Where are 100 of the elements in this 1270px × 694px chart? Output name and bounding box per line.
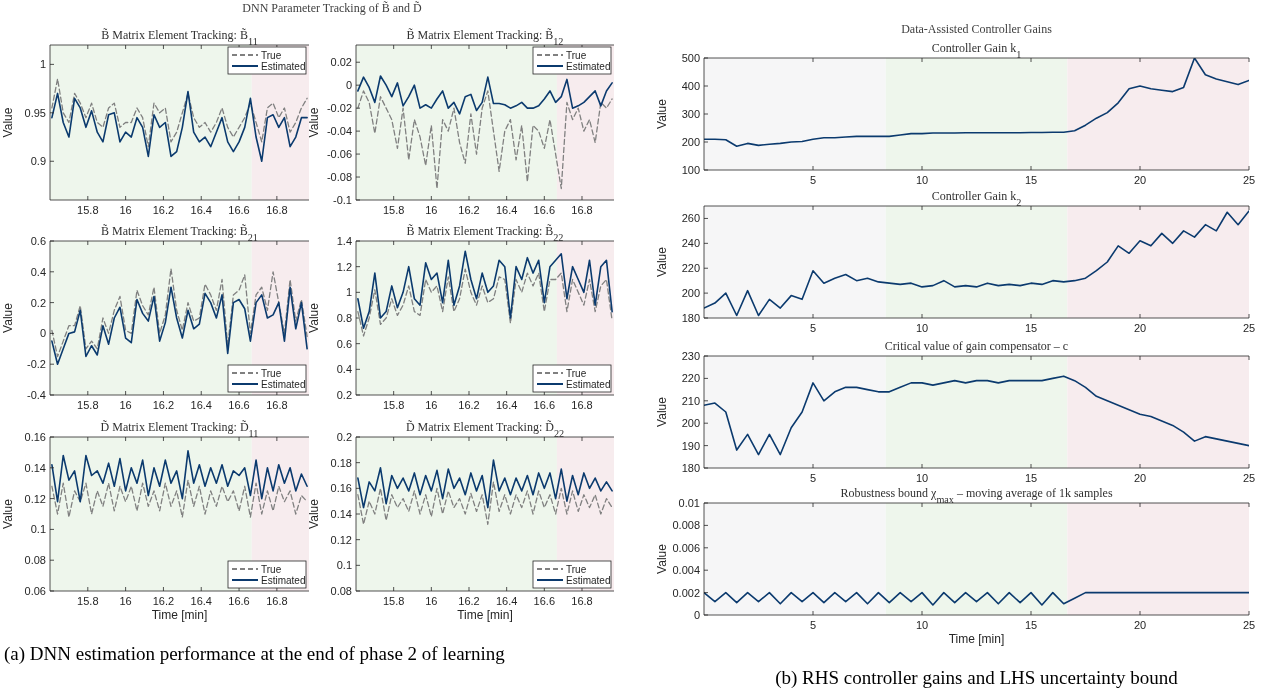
y-tick-label: 220	[681, 262, 700, 275]
x-axis-title: Time [min]	[151, 608, 208, 622]
y-tick-label: 230	[681, 350, 700, 362]
y-tick-label: 0.6	[30, 235, 46, 247]
x-tick-label: 10	[915, 619, 929, 631]
y-tick-label: 1.4	[336, 235, 352, 247]
y-tick-label: 0.1	[30, 523, 46, 536]
y-tick-label: 0.12	[24, 492, 46, 505]
chart-title: B̃ Matrix Element Tracking: B̃$_{12}$	[406, 27, 564, 47]
legend-label: Estimated	[261, 378, 306, 390]
x-tick-label: 16.6	[533, 399, 556, 411]
x-tick-label: 16.4	[190, 204, 212, 216]
x-tick-label: 15.8	[382, 595, 405, 607]
y-axis-title: Value	[307, 498, 321, 529]
y-axis-title: Value	[1, 107, 15, 138]
x-tick-label: 16.6	[533, 595, 556, 607]
x-tick-label: 16.4	[190, 399, 212, 411]
legend-label: Estimated	[261, 574, 306, 586]
y-tick-label: 0.18	[330, 456, 352, 469]
y-tick-label: 1.2	[336, 260, 352, 273]
y-tick-label: 1	[39, 58, 46, 71]
x-tick-label: 16.2	[152, 204, 175, 216]
text: Data-Assisted Controller Gains	[901, 22, 1053, 36]
y-tick-label: 500	[681, 52, 700, 64]
line-series	[357, 75, 613, 115]
text: (a) DNN estimation performance at the end of phase 2 of learning	[4, 643, 506, 665]
chart-title: B̃ Matrix Element Tracking: B̃$_{21}$	[101, 223, 258, 243]
x-tick-label: 10	[915, 322, 929, 334]
x-tick-label: 16.2	[458, 595, 480, 607]
x-tick-label: 25	[1242, 322, 1256, 334]
legend-label: True	[261, 367, 282, 379]
y-tick-label: 0.1	[336, 559, 352, 572]
y-tick-label: -0.04	[326, 125, 352, 138]
y-tick-label: 0	[345, 79, 352, 92]
text: (b) RHS controller gains and LHS uncertainty bound	[775, 667, 1179, 689]
y-tick-label: 220	[681, 372, 700, 385]
line-series	[704, 591, 1249, 606]
y-tick-label: 0.9	[30, 155, 46, 168]
y-tick-label: 0.008	[672, 519, 700, 532]
y-tick-label: 0.95	[24, 106, 46, 119]
x-tick-label: 16.2	[458, 204, 480, 216]
y-tick-label: 0.4	[30, 265, 46, 278]
legend-label: True	[566, 367, 587, 379]
legend-label: True	[261, 563, 282, 575]
y-tick-label: 0.002	[672, 586, 700, 599]
y-tick-label: 300	[681, 108, 700, 120]
y-tick-label: 0.08	[24, 554, 46, 567]
x-tick-label: 15.8	[77, 595, 99, 607]
x-tick-label: 16.4	[495, 595, 518, 607]
x-tick-label: 10	[915, 472, 929, 484]
line-series	[51, 78, 308, 148]
y-tick-label: -0.1	[333, 194, 352, 206]
y-tick-label: 0.01	[678, 497, 700, 509]
x-axis-title: Time [min]	[457, 608, 513, 622]
y-tick-label: -0.06	[326, 148, 352, 161]
y-tick-label: 0.6	[336, 337, 352, 350]
y-tick-label: 180	[681, 462, 700, 474]
x-tick-label: 16.8	[571, 204, 593, 216]
line-series	[357, 268, 613, 337]
y-tick-label: 0.8	[336, 312, 352, 324]
line-series	[357, 481, 613, 525]
legend-label: Estimated	[566, 378, 611, 390]
legend-label: True	[261, 49, 282, 61]
x-axis-title: Time [min]	[948, 632, 1005, 646]
x-tick-label: 5	[809, 174, 817, 186]
x-tick-label: 10	[915, 174, 929, 186]
chart-title: Controller Gain k$_{2}$	[931, 189, 1022, 208]
text: DNN Parameter Tracking of B̃ and D̃	[242, 0, 422, 15]
x-tick-label: 20	[1133, 322, 1147, 334]
legend-label: Estimated	[566, 60, 611, 72]
y-axis-title: Value	[307, 302, 321, 333]
y-axis-title: Value	[655, 396, 669, 427]
y-tick-label: 240	[681, 237, 700, 250]
y-tick-label: 0.2	[30, 296, 46, 309]
y-axis-title: Value	[307, 107, 321, 138]
chart-title: B̃ Matrix Element Tracking: B̃$_{11}$	[101, 27, 258, 47]
x-tick-label: 20	[1133, 619, 1147, 631]
x-tick-label: 16.4	[495, 204, 518, 216]
y-tick-label: 0.2	[336, 389, 352, 401]
x-tick-label: 16.6	[533, 204, 556, 216]
y-tick-label: 0.16	[330, 482, 352, 495]
y-tick-label: 0.02	[330, 56, 352, 69]
y-tick-label: 0.4	[336, 363, 352, 376]
x-tick-label: 20	[1133, 472, 1147, 484]
x-tick-label: 20	[1133, 174, 1147, 186]
y-axis-title: Value	[1, 302, 15, 333]
y-axis-title: Value	[655, 543, 669, 574]
legend-label: Estimated	[566, 574, 611, 586]
y-tick-label: -0.02	[326, 102, 352, 115]
x-tick-label: 16	[119, 204, 132, 216]
y-tick-label: 0.16	[24, 431, 46, 443]
x-tick-label: 15	[1024, 472, 1038, 484]
y-tick-label: 0.14	[24, 461, 46, 474]
x-tick-label: 15.8	[77, 204, 99, 216]
y-tick-label: 0	[693, 609, 700, 621]
x-tick-label: 16.6	[228, 204, 250, 216]
x-tick-label: 15	[1024, 174, 1038, 186]
y-tick-label: 180	[681, 312, 700, 324]
y-tick-label: 0.08	[330, 585, 352, 597]
line-series	[51, 90, 308, 163]
